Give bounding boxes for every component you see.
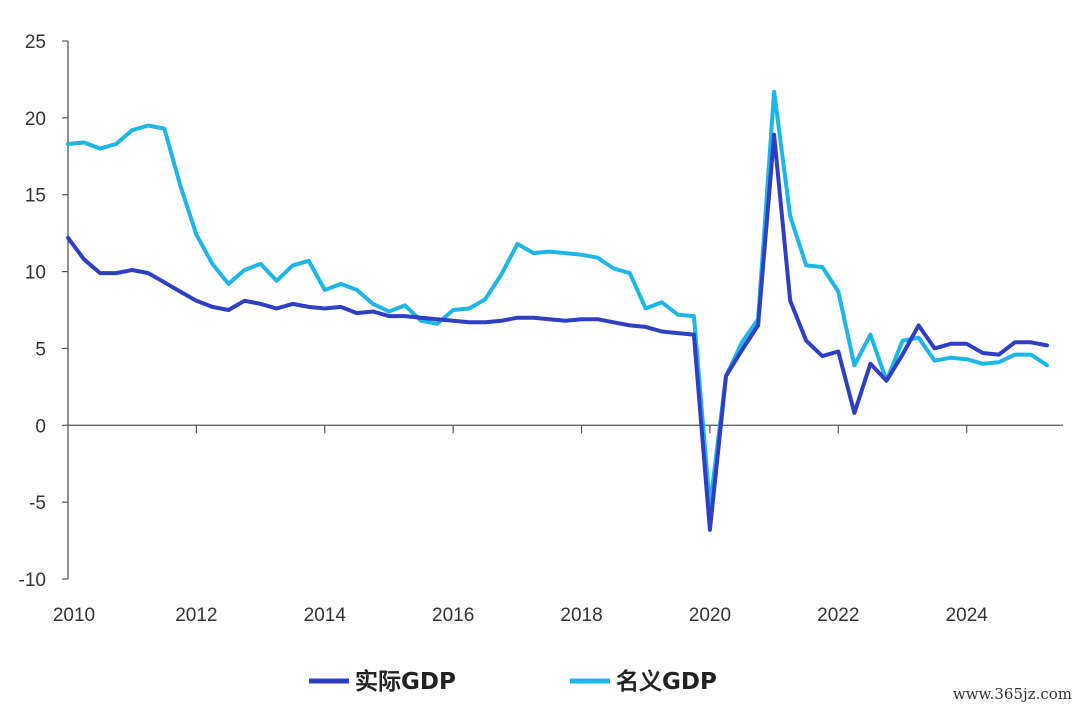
x-tick-label: 2024 [946, 605, 989, 626]
axes [67, 41, 1063, 579]
x-tick-label: 2014 [304, 605, 347, 626]
y-axis-ticks: 25 20 15 10 5 0 -5 -10 [19, 32, 68, 591]
x-tick-label: 2012 [175, 605, 217, 626]
y-tick-label: -5 [29, 493, 46, 514]
x-tick-label: 2022 [817, 605, 859, 626]
y-tick-label: 25 [25, 32, 46, 53]
watermark: www.365jz.com [952, 685, 1072, 703]
y-tick-label: 0 [35, 416, 46, 437]
legend-label-real-gdp: 实际GDP [355, 668, 456, 695]
x-tick-label: 2018 [560, 605, 602, 626]
x-tick-label: 2020 [689, 605, 731, 626]
series-line-nominal-gdp [66, 89, 1049, 509]
y-tick-label: 5 [35, 339, 46, 360]
series-lines [66, 89, 1049, 532]
legend: 实际GDP 名义GDP [309, 668, 717, 695]
y-tick-label: -10 [19, 570, 46, 591]
x-tick-label: 2010 [53, 605, 95, 626]
y-tick-label: 20 [25, 109, 46, 130]
y-tick-label: 15 [25, 186, 46, 207]
x-axis-ticks: 2010 2012 2014 2016 2018 2020 2022 2024 [53, 425, 988, 626]
legend-label-nominal-gdp: 名义GDP [616, 668, 717, 695]
x-tick-label: 2016 [432, 605, 474, 626]
series-line-real-gdp [66, 132, 1049, 532]
y-tick-label: 10 [25, 263, 46, 284]
